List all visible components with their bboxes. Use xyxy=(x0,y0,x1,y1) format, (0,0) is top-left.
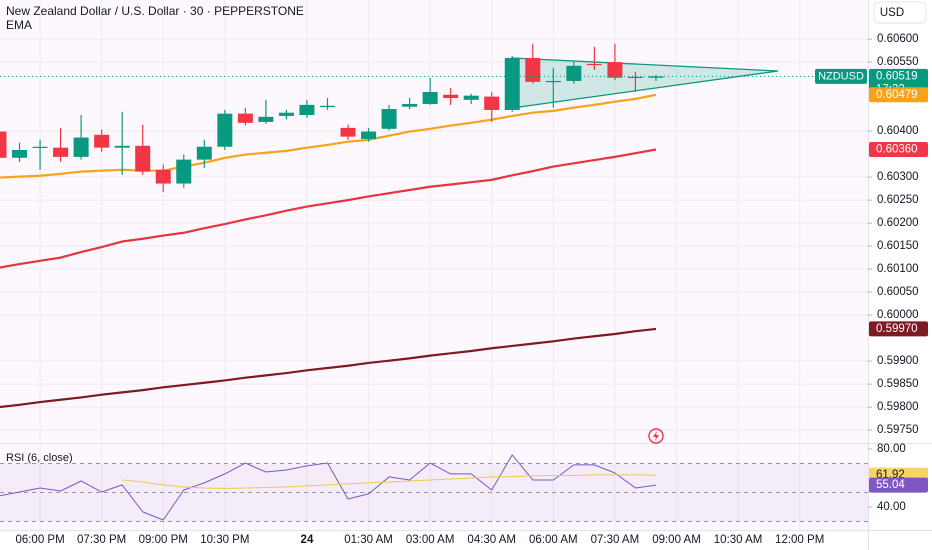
y-tick-label: 0.59850 xyxy=(877,378,919,390)
y-tick-label: 0.60000 xyxy=(877,309,919,321)
indicator-line xyxy=(0,327,657,409)
price-tag xyxy=(869,142,928,158)
chart-title: New Zealand Dollar / U.S. Dollar · 30 · … xyxy=(6,4,304,18)
indicator-line xyxy=(0,148,657,269)
candle-body xyxy=(340,127,356,137)
currency-label[interactable]: USD xyxy=(880,7,904,19)
x-tick-label: 01:30 AM xyxy=(344,534,393,546)
candle-body xyxy=(504,57,520,110)
candle-body xyxy=(217,113,233,147)
price-tag xyxy=(869,87,928,103)
candle-body xyxy=(627,76,643,79)
y-tick-label: 0.60550 xyxy=(877,56,919,68)
x-tick-label: 09:00 AM xyxy=(652,534,701,546)
candle-body xyxy=(607,62,623,78)
candle-body xyxy=(237,113,253,123)
y-tick-label: 80.00 xyxy=(877,443,906,455)
candle-body xyxy=(525,57,541,82)
symbol-tag xyxy=(815,68,867,84)
price-tag-label: 0.60360 xyxy=(876,144,918,156)
candle-body xyxy=(402,103,418,107)
symbol-tag-label: NZDUSD xyxy=(818,70,864,82)
y-tick-label: 0.60150 xyxy=(877,240,919,252)
y-tick-label: 0.60200 xyxy=(877,217,919,229)
x-tick-label: 03:00 AM xyxy=(406,534,455,546)
rsi-title: RSI (6, close) xyxy=(6,452,73,464)
candle-body xyxy=(278,112,294,116)
candle-body xyxy=(0,131,7,158)
indicator-line xyxy=(0,454,657,521)
price-tag-label: 0.60479 xyxy=(876,89,918,101)
candle-body xyxy=(319,105,335,108)
x-tick-label: 06:00 PM xyxy=(15,534,64,546)
candle-body xyxy=(443,94,459,98)
candle-body xyxy=(484,96,500,110)
indicator-line xyxy=(0,93,657,179)
y-tick-label: 0.60100 xyxy=(877,263,919,275)
y-tick-label: 0.60400 xyxy=(877,125,919,137)
main-pane xyxy=(0,43,868,409)
candle-body xyxy=(155,169,171,184)
x-tick-label: 04:30 AM xyxy=(467,534,516,546)
price-tag xyxy=(869,477,928,493)
x-tick-label: 07:30 PM xyxy=(77,534,126,546)
candle-body xyxy=(73,137,89,157)
price-tag-label: 0.59970 xyxy=(876,323,918,335)
candle-body xyxy=(299,104,315,116)
candle-body xyxy=(545,80,561,83)
y-tick-label: 0.59800 xyxy=(877,401,919,413)
currency-button[interactable] xyxy=(873,1,927,24)
y-tick-label: 0.60600 xyxy=(877,33,919,45)
y-tick-label: 0.60250 xyxy=(877,194,919,206)
y-tick-label: 0.60300 xyxy=(877,171,919,183)
candle-body xyxy=(196,146,212,160)
price-tags: NZDUSD0.6051917:220.604790.603600.599706… xyxy=(815,68,928,493)
candle-body xyxy=(361,131,377,139)
candle-body xyxy=(258,116,274,122)
indicator-label: EMA xyxy=(6,18,32,32)
x-tick-label: 12:00 PM xyxy=(775,534,824,546)
candle-body xyxy=(422,92,438,104)
x-tick-label: 06:00 AM xyxy=(529,534,578,546)
axes: 06:00 PM 07:30 PM 09:00 PM 10:30 PM 24 01:30 … xyxy=(15,33,918,546)
price-tag xyxy=(869,321,928,337)
plot-background xyxy=(0,0,868,530)
price-tag-label: 0.60519 xyxy=(876,70,918,82)
candle-body xyxy=(12,149,28,158)
x-tick-label: 09:00 PM xyxy=(139,534,188,546)
candle-body xyxy=(32,146,48,148)
x-tick-label: 24 xyxy=(301,534,314,546)
candle-body xyxy=(586,63,602,66)
indicator-line xyxy=(122,474,656,489)
y-tick-label: 40.00 xyxy=(877,501,906,513)
alert-icon[interactable] xyxy=(648,428,664,444)
candle-body xyxy=(463,95,479,100)
x-tick-label: 10:30 AM xyxy=(714,534,763,546)
rsi-pane xyxy=(0,454,868,522)
candle-body xyxy=(114,145,130,148)
x-tick-label: 10:30 PM xyxy=(200,534,249,546)
candle-body xyxy=(53,147,69,157)
y-tick-label: 0.59750 xyxy=(877,424,919,436)
price-tag-label: 55.04 xyxy=(876,479,905,491)
candle-body xyxy=(176,159,192,184)
candle-body xyxy=(566,65,582,81)
x-tick-label: 07:30 AM xyxy=(591,534,640,546)
y-tick-label: 0.59900 xyxy=(877,355,919,367)
time-axis-background xyxy=(0,530,932,550)
y-tick-label: 0.60050 xyxy=(877,286,919,298)
candle-body xyxy=(648,76,664,78)
candle-body xyxy=(381,109,397,129)
candle-body xyxy=(94,134,110,148)
candle-body xyxy=(135,145,151,172)
